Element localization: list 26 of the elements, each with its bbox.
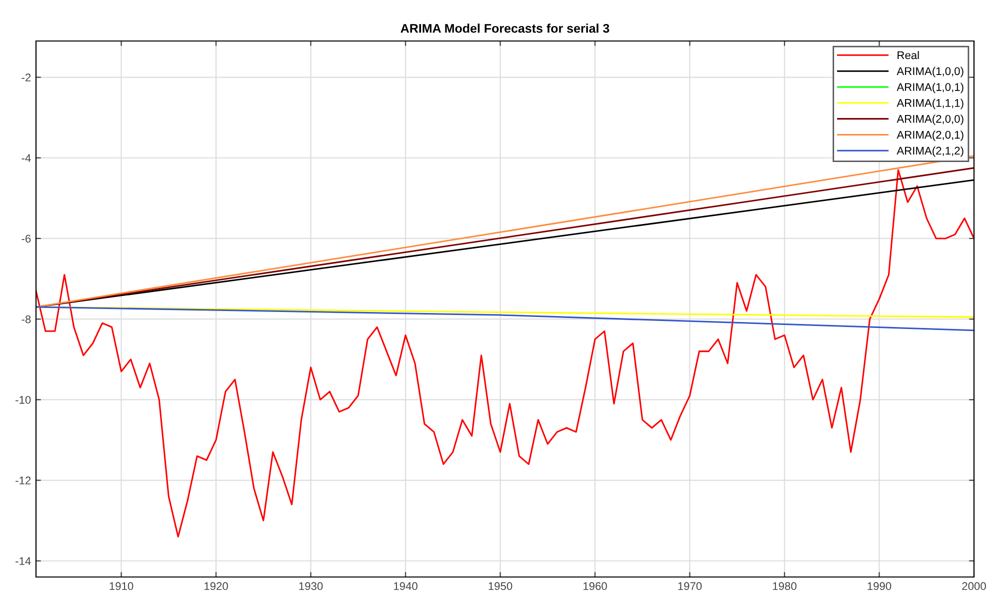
- y-tick-label: -2: [22, 74, 31, 82]
- x-tick-label: 1970: [678, 582, 702, 590]
- x-tick-label: 1960: [584, 582, 607, 590]
- y-tick-label: -12: [16, 476, 31, 484]
- y-tick-label: -14: [16, 557, 31, 565]
- x-tick-label: 2000: [962, 582, 986, 590]
- legend-label: ARIMA(1,1,1): [896, 98, 964, 110]
- legend-label: ARIMA(2,1,2): [896, 146, 964, 157]
- x-tick-label: 1940: [394, 582, 418, 590]
- legend-label: ARIMA(1,0,0): [896, 66, 964, 78]
- x-tick-label: 1920: [204, 582, 228, 590]
- x-tick-label: 1910: [110, 582, 134, 590]
- x-tick-label: 1950: [488, 582, 512, 590]
- legend-label: ARIMA(2,0,0): [896, 114, 964, 126]
- y-tick-label: -10: [16, 396, 31, 404]
- y-tick-label: -8: [22, 315, 31, 324]
- x-tick-label: 1930: [299, 582, 323, 590]
- x-tick-label: 1990: [868, 582, 892, 590]
- line-series: [36, 169, 974, 538]
- y-tick-label: -6: [22, 234, 31, 243]
- legend-label: ARIMA(1,0,1): [896, 82, 964, 94]
- legend-label: Real: [898, 51, 919, 60]
- x-tick-label: 1980: [772, 582, 796, 590]
- y-tick-label: -4: [22, 154, 31, 162]
- legend-label: ARIMA(2,0,1): [896, 130, 964, 141]
- chart-title: ARIMA Model Forecasts for serial 3: [400, 24, 610, 33]
